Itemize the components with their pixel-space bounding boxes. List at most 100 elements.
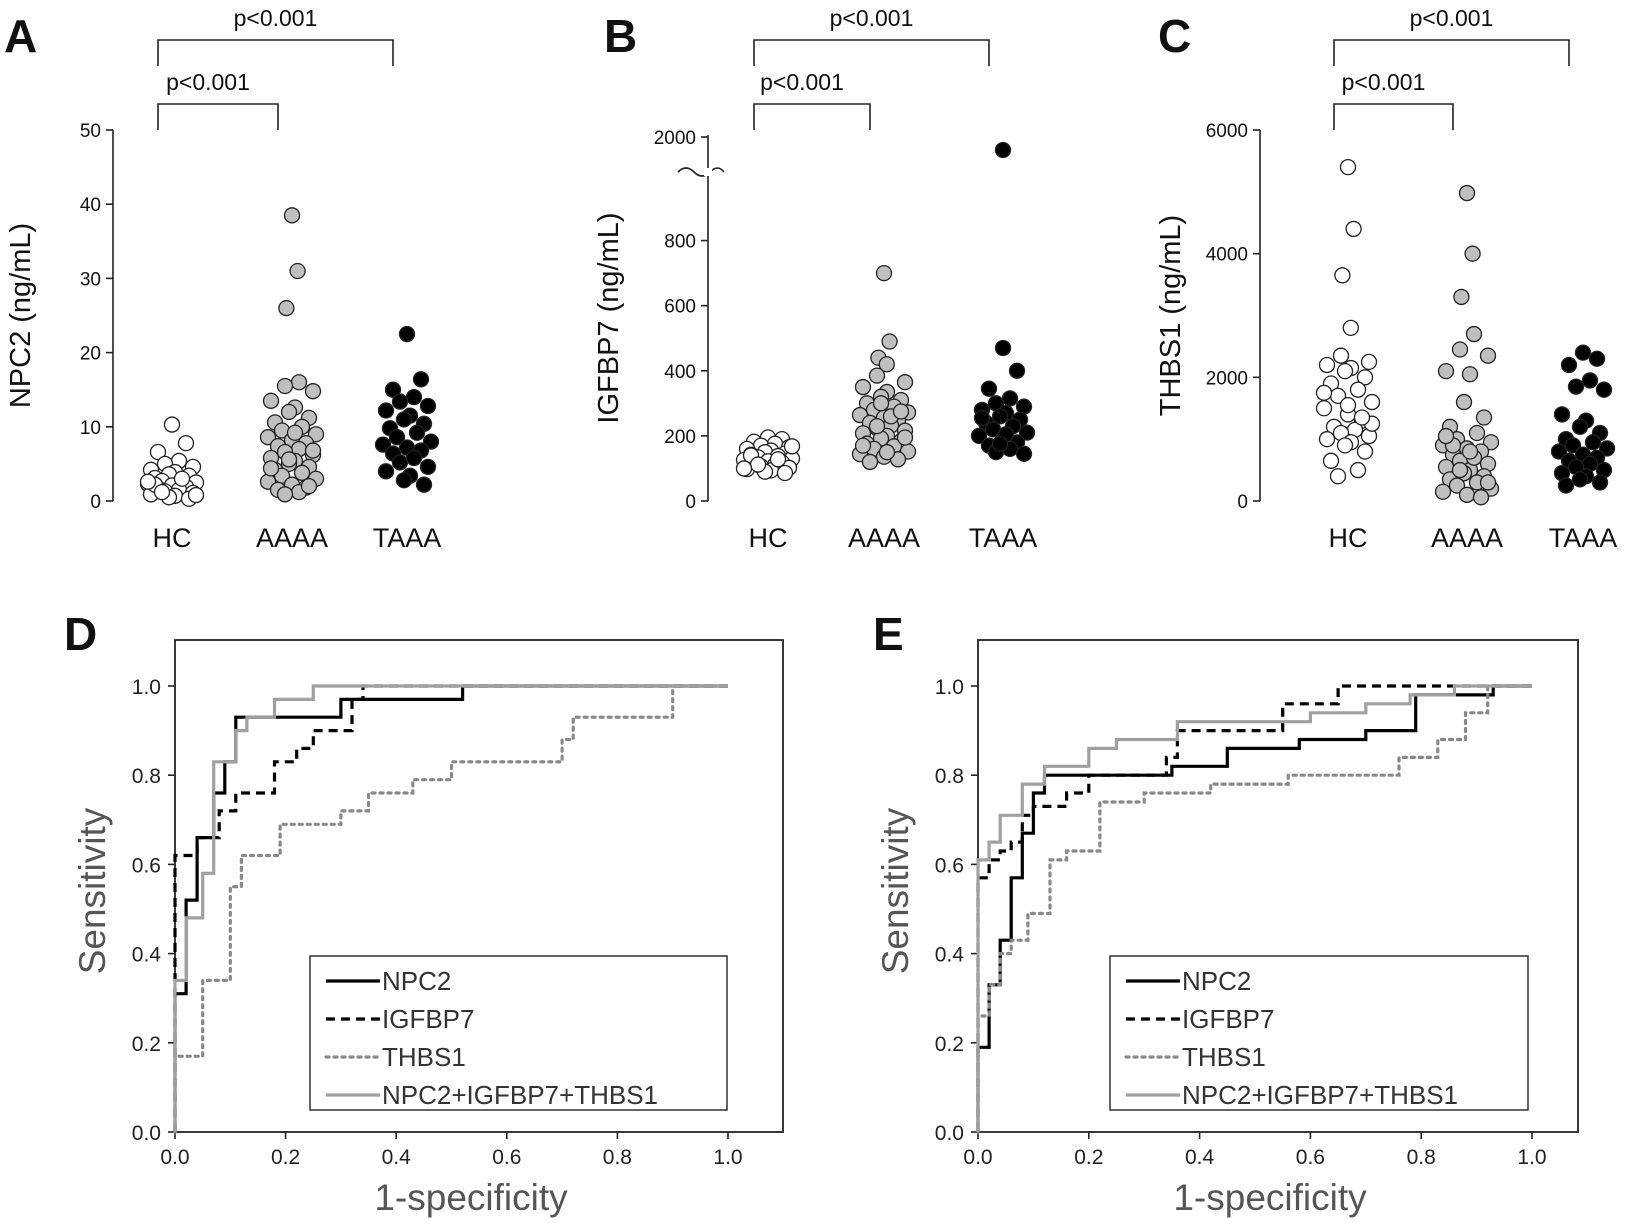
data-point — [1472, 489, 1490, 506]
data-point — [1550, 443, 1568, 460]
data-point — [412, 371, 430, 388]
data-point — [861, 453, 879, 471]
roc-curve-npc2-igfbp7-thbs1 — [976, 684, 1532, 1132]
panel-label: A — [4, 10, 37, 62]
data-point — [1571, 418, 1589, 435]
data-point — [1560, 356, 1578, 374]
y-tick-label: 0.8 — [132, 765, 161, 788]
data-point — [1363, 393, 1381, 411]
x-tick-label: 0.6 — [492, 1146, 521, 1169]
y-tick-label: 400 — [664, 362, 696, 383]
data-point — [1339, 397, 1357, 414]
data-point — [1360, 353, 1378, 371]
y-tick-label: 200 — [664, 427, 696, 448]
x-axis-label: 1-specificity — [374, 1177, 568, 1218]
data-point — [1448, 477, 1466, 494]
data-point — [896, 374, 914, 391]
p-value-label: p<0.001 — [166, 69, 250, 95]
data-point — [419, 458, 437, 476]
x-tick-label: 1.0 — [1517, 1146, 1546, 1169]
p-value-label: p<0.001 — [1342, 69, 1426, 95]
data-point — [1479, 474, 1497, 491]
data-point — [415, 476, 433, 493]
data-point — [991, 435, 1009, 453]
data-point — [304, 383, 322, 400]
data-point — [1339, 158, 1357, 176]
y-tick-label: 0.2 — [935, 1033, 964, 1056]
data-point — [991, 408, 1009, 425]
data-point — [783, 438, 801, 455]
data-point — [1461, 443, 1479, 460]
data-point — [300, 478, 318, 495]
axis-break-mark — [677, 167, 725, 177]
y-axis-label: Sensitivity — [72, 807, 113, 974]
data-point — [149, 443, 167, 461]
data-point — [377, 402, 395, 419]
y-tick-label: 1.0 — [935, 676, 964, 699]
y-tick-label: 40 — [80, 195, 101, 216]
legend-label: NPC2+IGFBP7+THBS1 — [382, 1080, 658, 1110]
data-point — [1318, 431, 1336, 448]
x-category-label: HC — [1329, 523, 1368, 553]
y-tick-label: 0 — [90, 492, 101, 513]
y-tick-label: 0.0 — [132, 1122, 161, 1145]
data-point — [1464, 245, 1481, 262]
data-point — [854, 437, 872, 454]
roc-curve-npc2-igfbp7-thbs1 — [173, 684, 728, 1132]
data-point — [1482, 434, 1500, 451]
data-point — [749, 456, 767, 473]
p-value-label: p<0.001 — [760, 69, 844, 95]
x-category-label: HC — [153, 523, 192, 553]
comparison-bracket — [753, 103, 871, 130]
y-tick-label: 20 — [80, 344, 101, 365]
data-point — [1574, 344, 1592, 361]
data-point — [1315, 384, 1333, 401]
x-category-label: TAAA — [969, 523, 1038, 553]
panel-label: C — [1158, 10, 1191, 62]
data-point — [872, 395, 890, 412]
x-category-label: AAAA — [848, 523, 920, 553]
data-point — [878, 444, 896, 461]
roc-curve-igfbp7 — [173, 684, 728, 1132]
legend-label: NPC2+IGFBP7+THBS1 — [1182, 1080, 1458, 1110]
data-point — [1455, 393, 1473, 411]
y-tick-label: 0.6 — [132, 854, 161, 877]
p-value-label: p<0.001 — [1410, 5, 1494, 31]
data-point — [1557, 477, 1575, 494]
x-tick-label: 0.2 — [271, 1146, 300, 1169]
data-point — [278, 299, 295, 317]
data-point — [1336, 362, 1354, 380]
data-point — [289, 262, 306, 280]
x-tick-label: 0.0 — [160, 1146, 189, 1169]
x-tick-label: 0.6 — [1296, 1146, 1325, 1169]
data-point — [276, 486, 294, 503]
y-tick-label: 0.4 — [132, 944, 162, 967]
data-point — [892, 403, 910, 420]
data-point — [384, 381, 402, 398]
data-point — [881, 333, 898, 350]
y-tick-label: 50 — [80, 121, 101, 142]
data-point — [280, 451, 298, 468]
data-point — [1581, 372, 1599, 389]
data-point — [395, 411, 413, 428]
legend-label: NPC2 — [1182, 966, 1251, 996]
data-point — [1318, 356, 1336, 374]
data-point — [1315, 400, 1333, 417]
data-point — [163, 416, 181, 433]
x-tick-label: 0.8 — [1407, 1146, 1436, 1169]
data-point — [1329, 468, 1347, 485]
y-tick-label: 2000 — [1206, 368, 1248, 389]
data-point — [290, 374, 308, 391]
y-tick-label: 600 — [664, 297, 696, 318]
data-point — [868, 367, 886, 384]
x-axis-label: 1-specificity — [1173, 1177, 1367, 1218]
data-point — [262, 392, 280, 409]
y-axis-label: IGFBP7 (ng/mL) — [593, 212, 625, 423]
data-point — [1564, 437, 1582, 454]
data-point — [1342, 319, 1359, 337]
data-point — [776, 464, 794, 482]
y-tick-label: 30 — [80, 269, 101, 290]
y-tick-label: 6000 — [1206, 121, 1248, 142]
x-tick-label: 0.4 — [382, 1146, 412, 1169]
